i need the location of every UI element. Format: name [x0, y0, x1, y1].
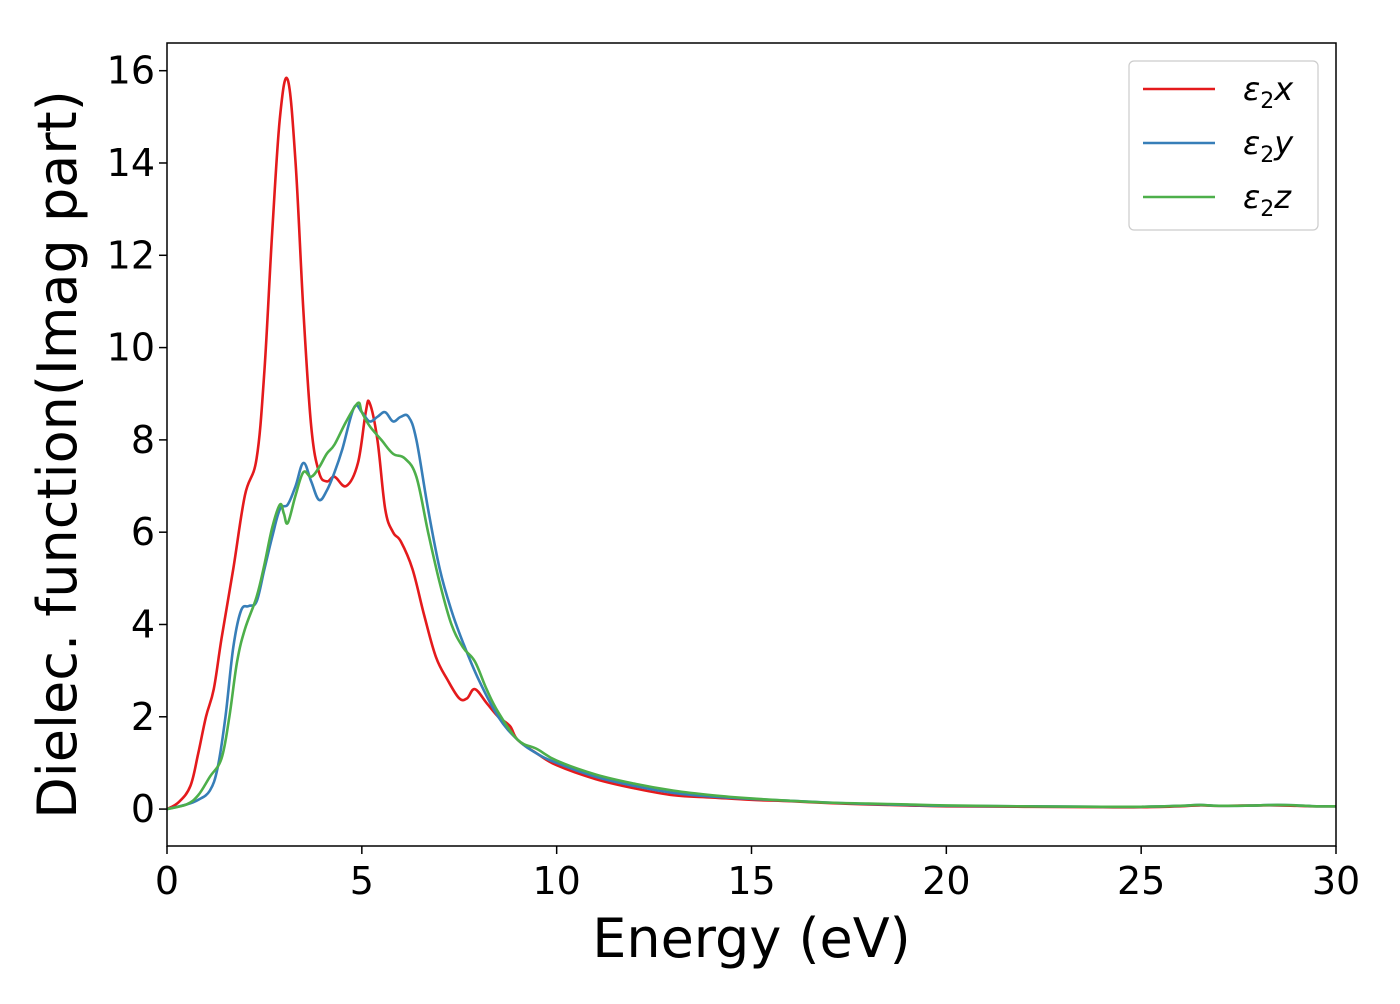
x-tick-label: 0: [155, 859, 179, 903]
y-tick-label: 8: [131, 418, 155, 462]
y-tick-label: 10: [107, 326, 155, 370]
x-tick-label: 5: [350, 859, 374, 903]
x-tick-label: 30: [1312, 859, 1360, 903]
y-tick-label: 4: [131, 602, 155, 646]
legend-label-z: ε2z: [1243, 178, 1292, 222]
y-tick-label: 6: [131, 510, 155, 554]
y-tick-label: 0: [131, 787, 155, 831]
plot-lines: [167, 76, 1336, 811]
x-axis-title: Energy (eV): [592, 907, 911, 970]
x-tick-label: 20: [922, 859, 970, 903]
x-tick-label: 10: [532, 859, 580, 903]
legend-label-y: ε2y: [1243, 124, 1294, 168]
legend: ε2x ε2y ε2z: [1128, 60, 1319, 231]
x-tick-label: 15: [727, 859, 775, 903]
y-tick-label: 12: [107, 233, 155, 277]
legend-label-x: ε2x: [1243, 70, 1294, 114]
y-tick-label: 14: [107, 141, 155, 185]
y-tick-label: 2: [131, 695, 155, 739]
y-axis-title: Dielec. function(Imag part): [26, 90, 89, 819]
x-axis-ticks: 0 5 10 15 20 25 30: [155, 846, 1360, 903]
series-line-y: [167, 403, 1336, 811]
y-tick-label: 16: [107, 49, 155, 93]
series-line-z: [167, 401, 1336, 811]
legend-box: [1128, 60, 1319, 231]
y-axis-ticks: 0 2 4 6 8 10 12 14 16: [107, 49, 167, 831]
x-tick-label: 25: [1117, 859, 1165, 903]
